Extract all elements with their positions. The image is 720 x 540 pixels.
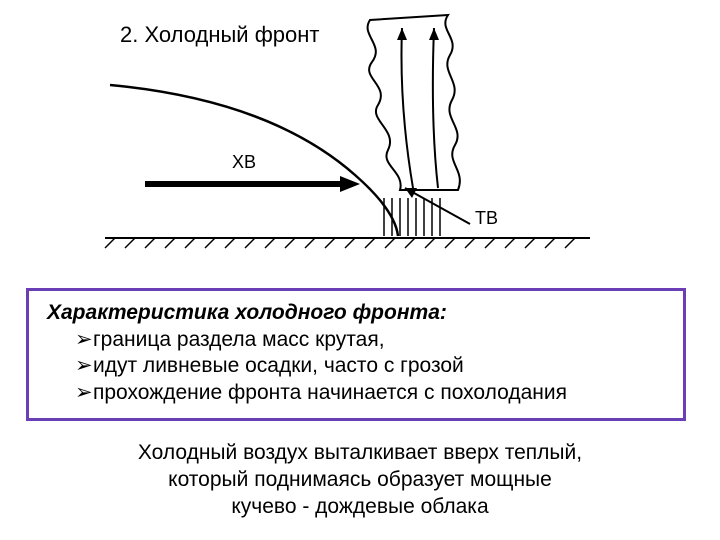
characteristics-heading: Характеристика холодного фронта:	[47, 301, 669, 325]
caption-line-2: который поднимаясь образует мощные	[0, 467, 720, 494]
precipitation	[384, 198, 440, 236]
diagram-strokes	[105, 15, 590, 248]
caption-line-1: Холодный воздух выталкивает вверх теплый…	[0, 440, 720, 467]
bullet-icon: ➢	[75, 380, 93, 406]
bullet-1: ➢граница раздела масс крутая,	[47, 327, 669, 353]
cold-front-slide: 2. Холодный фронт ХВ ТВ Характеристика х…	[0, 0, 720, 540]
caption-text: Холодный воздух выталкивает вверх теплый…	[0, 440, 720, 521]
label-warm-air: ТВ	[475, 208, 498, 229]
cloud-outline	[368, 15, 460, 190]
cold-front-diagram	[0, 0, 720, 270]
title-text: Холодный фронт	[144, 22, 319, 47]
bullet-text: граница раздела масс крутая,	[93, 328, 385, 351]
characteristics-box: Характеристика холодного фронта: ➢границ…	[26, 288, 686, 421]
warm-air-arrow	[405, 188, 470, 224]
bullet-3: ➢прохождение фронта начинается с похолод…	[47, 380, 669, 406]
caption-line-3: кучево - дождевые облака	[0, 494, 720, 521]
ground-hatch	[105, 238, 575, 248]
bullet-text: прохождение фронта начинается с похолода…	[93, 381, 567, 404]
bullet-icon: ➢	[75, 327, 93, 353]
bullet-2: ➢идут ливневые осадки, часто с грозой	[47, 353, 669, 379]
diagram-title: 2. Холодный фронт	[120, 22, 320, 48]
label-cold-air: ХВ	[232, 152, 256, 173]
bullet-icon: ➢	[75, 353, 93, 379]
title-number: 2.	[120, 22, 138, 47]
bullet-text: идут ливневые осадки, часто с грозой	[93, 354, 464, 377]
